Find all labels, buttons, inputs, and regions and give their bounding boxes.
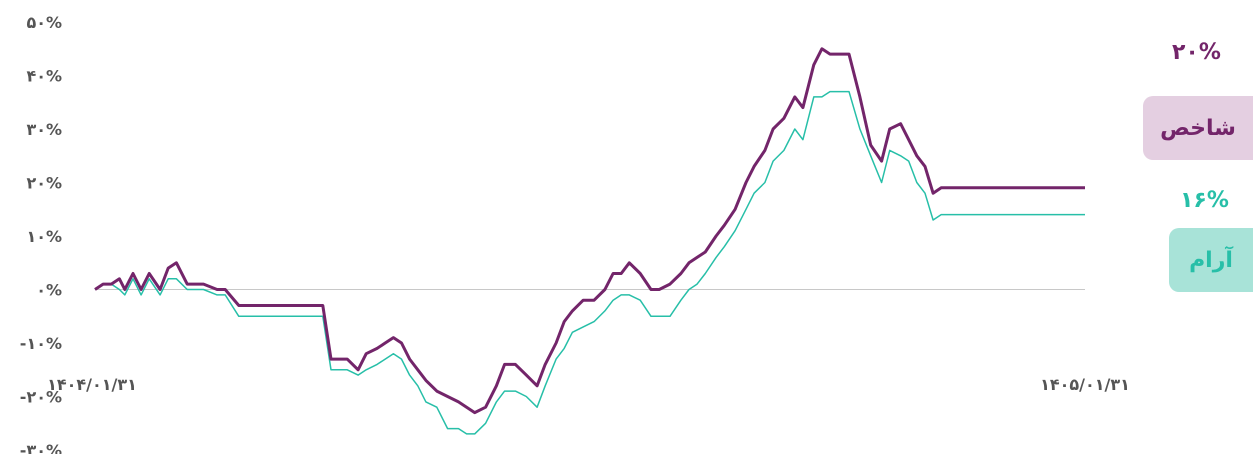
y-tick-label: ۱۰% (26, 227, 62, 246)
aram-return-value: ۱۶% (1180, 188, 1229, 213)
y-tick-label: -۱۰% (20, 334, 62, 353)
y-tick-label: ۴۰% (26, 67, 62, 86)
series-line-index (94, 47, 1085, 415)
x-tick-label: ۱۴۰۴/۰۱/۳۱ (47, 375, 137, 394)
y-tick-label: ۰% (36, 281, 62, 300)
x-tick-label: ۱۴۰۵/۰۱/۳۱ (1040, 375, 1130, 394)
x-axis-labels: ۱۴۰۴/۰۱/۳۱ ۱۴۰۵/۰۱/۳۱ (47, 375, 1130, 394)
y-tick-label: ۲۰% (26, 174, 62, 193)
y-tick-label: ۳۰% (26, 120, 62, 139)
y-tick-label: ۵۰% (26, 13, 62, 32)
index-return-value: ۲۰% (1172, 40, 1221, 65)
aram-legend-label: آرام (1169, 228, 1253, 292)
index-legend-label: شاخص (1143, 96, 1253, 160)
y-tick-label: -۲۰% (20, 388, 62, 407)
series-line-aram (94, 90, 1085, 435)
y-axis-labels: ۵۰% ۴۰% ۳۰% ۲۰% ۱۰% ۰% -۱۰% -۲۰% -۳۰% (20, 13, 62, 454)
y-tick-label: -۳۰% (20, 441, 62, 454)
